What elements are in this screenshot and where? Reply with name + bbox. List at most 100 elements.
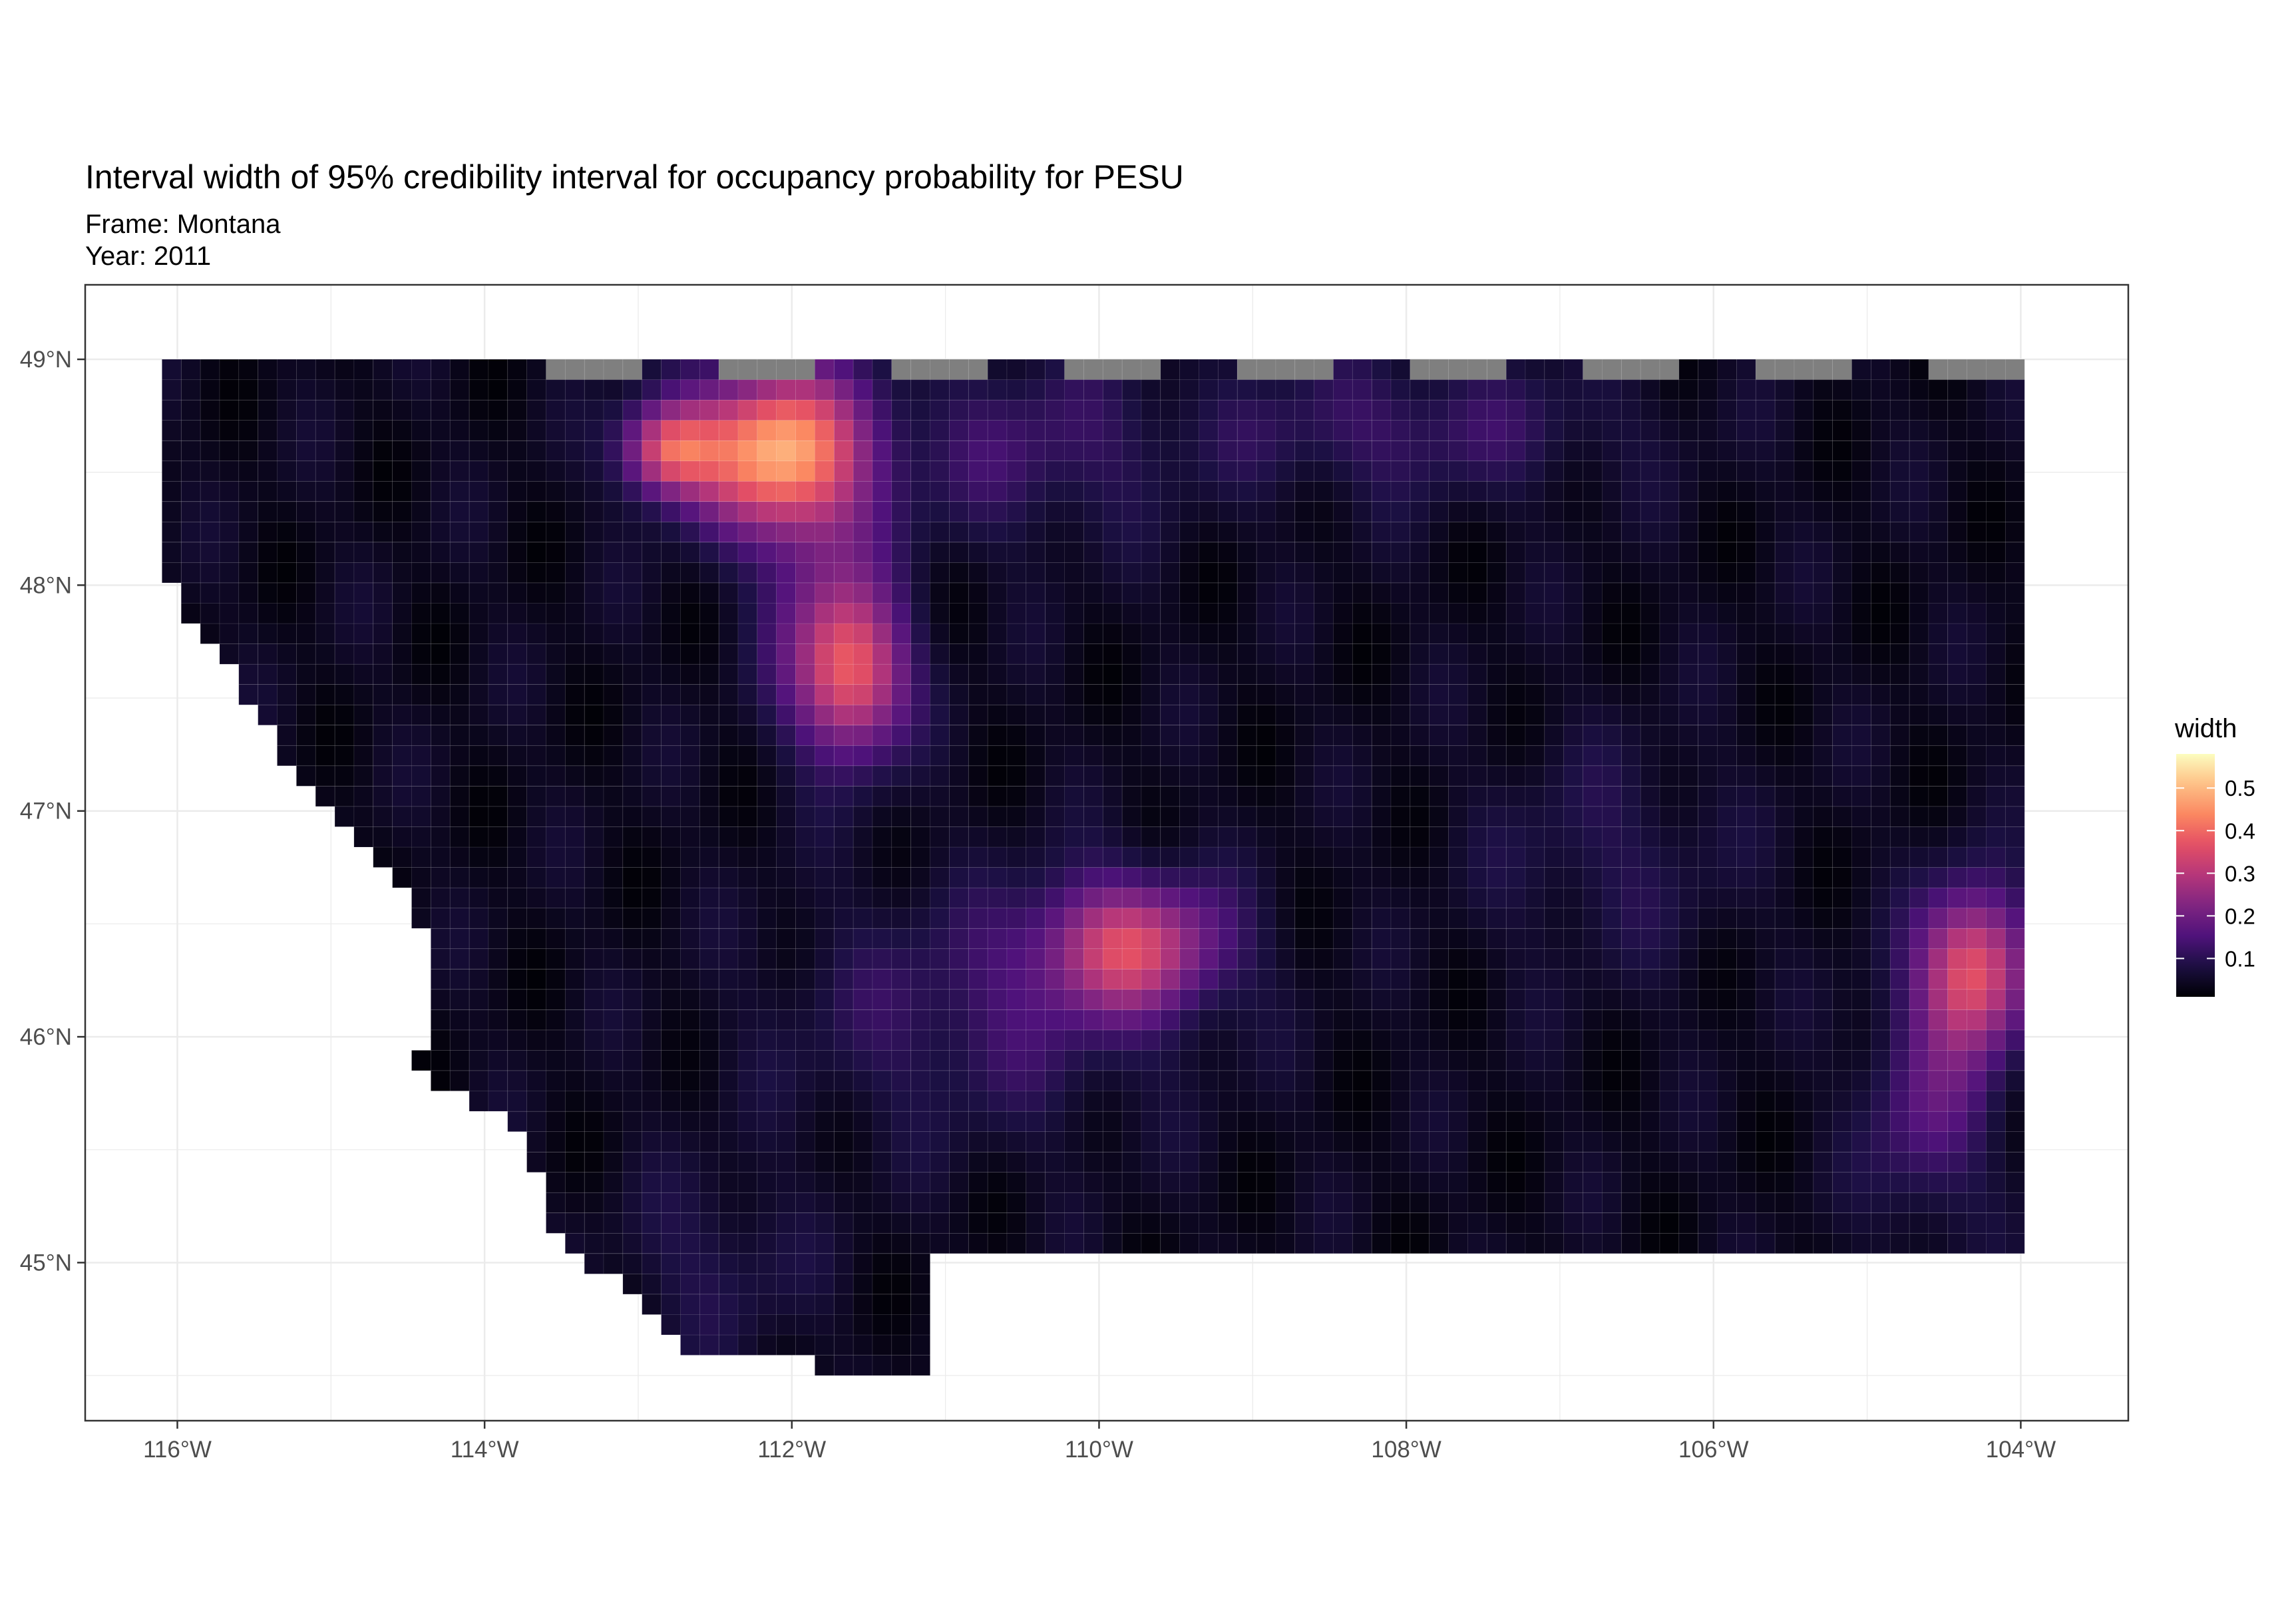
grid-cell [1870, 521, 1891, 543]
grid-cell [1947, 684, 1968, 705]
grid-cell [1121, 989, 1142, 1010]
grid-cell [1410, 359, 1430, 380]
grid-cell [1026, 1111, 1046, 1132]
grid-cell [1467, 521, 1487, 543]
grid-cell [1601, 867, 1622, 888]
grid-cell [1141, 379, 1161, 401]
grid-cell [373, 846, 393, 868]
grid-cell [411, 786, 431, 807]
grid-cell [910, 1232, 930, 1254]
grid-cell [1006, 663, 1027, 685]
grid-cell [642, 501, 662, 522]
grid-cell [776, 765, 796, 787]
grid-cell [968, 1192, 988, 1214]
grid-cell [1563, 460, 1583, 482]
grid-cell [1083, 623, 1103, 644]
grid-cell [1544, 1111, 1565, 1132]
grid-cell [564, 582, 585, 604]
grid-cell [1813, 582, 1833, 604]
grid-cell [1486, 480, 1507, 502]
grid-cell [411, 725, 431, 746]
grid-cell [1371, 826, 1392, 848]
grid-cell [1889, 420, 1910, 441]
grid-cell [488, 806, 508, 827]
grid-cell [1698, 480, 1718, 502]
grid-cell [1429, 725, 1449, 746]
grid-cell [1083, 745, 1103, 767]
grid-cell [2005, 379, 2025, 401]
grid-cell [334, 765, 355, 787]
grid-cell [1583, 562, 1603, 584]
grid-cell [1755, 521, 1776, 543]
grid-cell [872, 623, 892, 644]
grid-cell [1909, 887, 1929, 908]
grid-cell [1141, 521, 1161, 543]
grid-cell [1813, 1091, 1833, 1112]
grid-cell [949, 928, 969, 950]
grid-cell [1544, 521, 1565, 543]
grid-cell [642, 1091, 662, 1112]
grid-cell [949, 399, 969, 421]
grid-cell [1064, 1151, 1084, 1173]
grid-cell [1736, 887, 1756, 908]
grid-cell [1006, 603, 1027, 624]
grid-cell [699, 1253, 719, 1274]
grid-cell [1544, 1070, 1565, 1091]
grid-cell [776, 1212, 796, 1234]
grid-cell [1755, 582, 1776, 604]
grid-cell [1717, 1232, 1737, 1254]
grid-cell [1755, 989, 1776, 1010]
grid-cell [469, 501, 489, 522]
grid-cell [891, 440, 912, 462]
grid-cell [1275, 1172, 1296, 1193]
grid-cell [757, 1029, 777, 1051]
grid-cell [699, 948, 719, 970]
grid-cell [1717, 989, 1737, 1010]
grid-cell [488, 501, 508, 522]
grid-cell [353, 501, 374, 522]
grid-cell [1678, 460, 1699, 482]
grid-cell [1314, 663, 1334, 685]
grid-cell [661, 643, 681, 665]
grid-cell [699, 1334, 719, 1355]
grid-cell [1199, 582, 1219, 604]
grid-cell [546, 582, 566, 604]
grid-cell [661, 1212, 681, 1234]
grid-cell [1390, 745, 1411, 767]
grid-cell [1813, 684, 1833, 705]
grid-cell [910, 1151, 930, 1173]
grid-cell [949, 908, 969, 929]
grid-cell [930, 663, 950, 685]
grid-cell [1467, 684, 1487, 705]
grid-cell [1045, 765, 1065, 787]
grid-cell [776, 521, 796, 543]
grid-cell [661, 1131, 681, 1153]
grid-cell [1026, 1131, 1046, 1153]
grid-cell [1832, 968, 1852, 990]
grid-cell [1199, 1070, 1219, 1091]
grid-cell [1870, 928, 1891, 950]
grid-cell [1947, 928, 1968, 950]
grid-cell [1736, 745, 1756, 767]
grid-cell [219, 480, 240, 502]
grid-cell [469, 562, 489, 584]
grid-cell [546, 623, 566, 644]
grid-cell [1544, 1050, 1565, 1071]
grid-cell [1390, 704, 1411, 726]
grid-cell [1256, 1212, 1276, 1234]
grid-cell [1006, 379, 1027, 401]
grid-cell [1774, 725, 1795, 746]
grid-cell [1967, 1009, 1987, 1031]
grid-cell [1889, 989, 1910, 1010]
grid-cell [1889, 379, 1910, 401]
grid-cell [853, 1131, 873, 1153]
grid-cell [1006, 826, 1027, 848]
grid-cell [1486, 399, 1507, 421]
grid-cell [1986, 826, 2006, 848]
grid-cell [622, 420, 643, 441]
grid-cell [1986, 704, 2006, 726]
grid-cell [795, 1274, 815, 1295]
grid-cell [642, 623, 662, 644]
grid-cell [968, 846, 988, 868]
grid-cell [661, 420, 681, 441]
